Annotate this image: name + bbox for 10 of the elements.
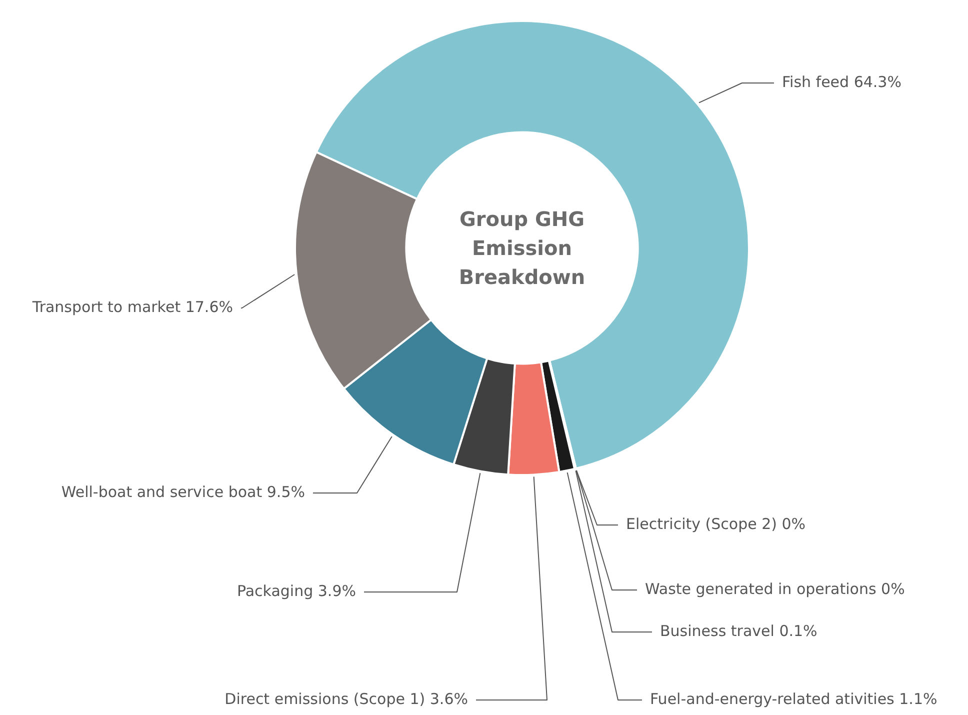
category-label: Waste generated in operations 0% xyxy=(645,580,905,598)
text: Group GHG Emission Breakdown xyxy=(458,206,586,291)
slice-label: Fuel-and-energy-related ativities 1.1% xyxy=(650,690,938,708)
slice-label: Fish feed 64.3% xyxy=(782,72,902,91)
slice-label: Packaging 3.9% xyxy=(236,582,356,600)
slice-label: Transport to market 17.6% xyxy=(31,298,233,316)
slice-label: Business travel 0.1% xyxy=(660,622,818,640)
slice-label: Direct emissions (Scope 1) 3.6% xyxy=(224,690,468,708)
category-label: Electricity (Scope 2) 0% xyxy=(626,514,806,533)
slice-label: Well-boat and service boat 9.5% xyxy=(61,482,305,501)
